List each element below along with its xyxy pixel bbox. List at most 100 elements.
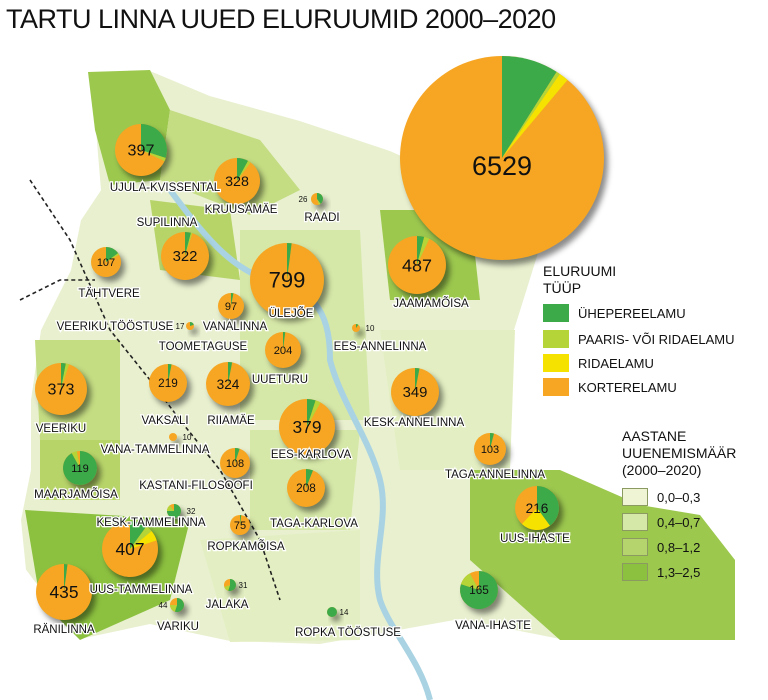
type-legend-label: KORTERELAMU (578, 379, 677, 395)
slice-single-family (228, 362, 233, 384)
district-name: TAGA-ANNELINNA (445, 469, 545, 481)
type-legend-label: PAARIS- VÕI RIDAELAMU (578, 331, 735, 347)
slice-single-family (228, 579, 236, 591)
rate-legend-title-line3: (2000–2020) (622, 462, 702, 478)
slice-single-family (168, 364, 172, 383)
district-pie (391, 368, 443, 421)
district-name: VANALINNA (203, 321, 268, 333)
rate-legend-title-line2: UUENEMISMÄÄR (622, 445, 737, 461)
rate-legend-label: 0,8–1,2 (657, 539, 701, 555)
district-name: VEERIKU TÖÖSTUSE (57, 321, 174, 333)
slice-single-family (141, 124, 168, 159)
district-value: 97 (225, 301, 237, 313)
slice-semi-detached (185, 232, 193, 256)
district-value: 44 (159, 601, 168, 610)
district-name: UJULA-KVISSENTAL (110, 182, 221, 194)
rate-legend-label: 1,3–2,5 (657, 564, 701, 580)
slice-single-family (417, 236, 425, 265)
district-pie (206, 362, 254, 411)
district-pie (91, 247, 125, 282)
district-name: VAKSALI (141, 415, 188, 427)
slice-semi-detached (170, 605, 177, 612)
slice-single-family (356, 324, 359, 328)
district-name: TAGA-KARLOVA (270, 518, 358, 530)
district-value: 14 (340, 608, 349, 617)
district-pie (287, 469, 329, 512)
district-name: RIIAMÄE (207, 415, 255, 427)
district-pie (218, 293, 248, 324)
district-name: RAADI (304, 212, 339, 224)
district-name: ÜLEJÕE (269, 307, 314, 320)
district-name: UUETURU (252, 374, 308, 386)
district-pie (224, 579, 240, 596)
district-value: 208 (296, 482, 316, 495)
semi-detached-swatch (543, 330, 569, 348)
pie-base (169, 433, 177, 441)
slice-single-family (317, 193, 323, 204)
slice-row-house (521, 508, 550, 531)
district-pie (186, 322, 198, 335)
rate-swatch-3 (622, 563, 648, 581)
slice-single-family (307, 399, 316, 427)
district-value: 407 (116, 539, 145, 559)
type-legend-item: PAARIS- VÕI RIDAELAMU (543, 330, 735, 348)
area-annelinna (380, 330, 515, 470)
district-value: 349 (403, 385, 428, 401)
slice-semi-detached (71, 451, 80, 468)
slice-semi-detached (141, 150, 166, 162)
district-name: MAARJAMÕISA (34, 488, 118, 501)
rate-legend-item: 0,4–0,7 (622, 513, 700, 531)
slice-single-family (130, 521, 147, 549)
type-legend-label: ÜHEPEREELAMU (578, 305, 686, 321)
district-value: 17 (176, 322, 185, 331)
district-pie (279, 399, 339, 460)
district-pie (35, 363, 91, 420)
slice-single-family (185, 232, 191, 256)
total-pie-chart (400, 56, 608, 265)
district-pie (214, 158, 264, 209)
district-labels: 397 UJULA-KVISSENTAL 328 KRUUSAMÄE 26 RAADI 32… (32, 142, 571, 641)
district-value: 397 (128, 142, 155, 160)
district-name: JAAMAMÕISA (393, 297, 469, 310)
district-value: 26 (299, 195, 308, 204)
rate-legend-item: 1,3–2,5 (622, 563, 700, 581)
district-pie (169, 433, 181, 446)
district-value: 219 (158, 377, 178, 390)
district-pie (102, 521, 162, 582)
slice-single-family (490, 433, 494, 449)
district-value: 31 (239, 581, 248, 590)
rate-legend-title-line1: AASTANE (622, 428, 687, 444)
slice-single-family (190, 322, 194, 326)
district-name: JALAKA (206, 599, 249, 611)
district-pie (515, 486, 563, 535)
slice-semi-detached (460, 573, 479, 590)
district-name: TÄHTVERE (78, 288, 140, 300)
railway-west (19, 279, 95, 301)
type-legend-title-line1: ELURUUMI (543, 263, 617, 279)
district-value: 487 (402, 255, 432, 275)
district-pie (265, 332, 305, 373)
district-name: RÄNILINNA (33, 624, 95, 636)
slice-row-house (130, 531, 157, 549)
district-name: EES-KARLOVA (271, 449, 352, 461)
slice-single-family (502, 56, 557, 158)
type-legend-item: KORTERELAMU (543, 378, 677, 396)
rate-legend-label: 0,4–0,7 (657, 514, 701, 530)
type-legend-title: ELURUUMI TÜÜP (543, 263, 616, 297)
district-value: 32 (187, 507, 196, 516)
type-legend-item: ÜHEPEREELAMU (543, 304, 686, 322)
apartment-swatch (543, 378, 569, 396)
page-title: TARTU LINNA UUED ELURUUMID 2000–2020 (6, 4, 556, 34)
district-pies (35, 124, 563, 625)
slice-single-family (327, 607, 337, 617)
slice-semi-detached (61, 363, 70, 389)
district-name: ROPKA TÖÖSTUSE (295, 627, 401, 639)
district-name: SUPILINNA (137, 217, 198, 229)
rate-swatch-1 (622, 513, 648, 531)
rate-legend-label: 0,0–0,3 (657, 489, 701, 505)
district-value: 107 (97, 257, 115, 269)
single-family-swatch (543, 304, 569, 322)
slice-semi-detached (167, 505, 174, 511)
slice-single-family (106, 247, 119, 262)
